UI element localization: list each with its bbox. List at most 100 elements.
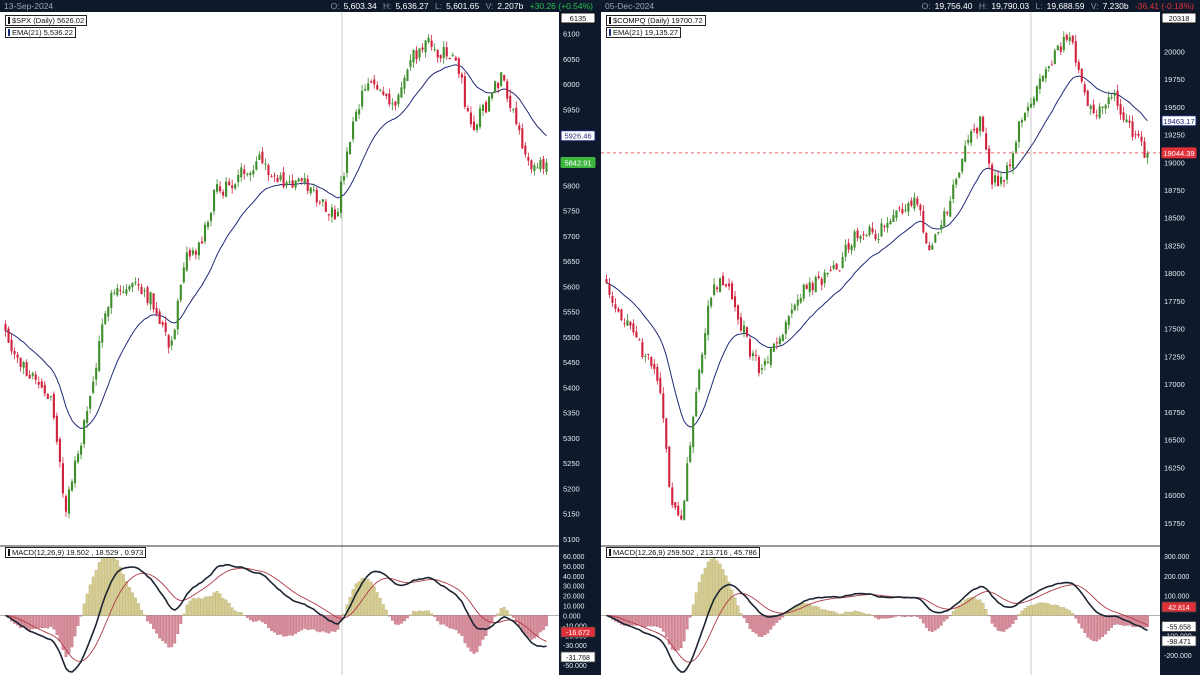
candle-body: [659, 378, 662, 393]
candle-body: [43, 384, 46, 394]
compq-chart-panel[interactable]: 05-Dec-2024 O: 19,756.40 H: 19,790.03 L: 19…: [601, 0, 1200, 675]
macd-histogram-bar: [874, 615, 877, 618]
spx-title-text: $SPX (Daily) 5626.02: [12, 16, 85, 25]
macd-histogram-bar: [397, 615, 400, 625]
candle-body: [31, 373, 34, 376]
candle-body: [739, 317, 743, 331]
macd-histogram-bar: [288, 615, 291, 636]
macd-histogram-bar: [778, 615, 782, 620]
candle-body: [191, 250, 194, 255]
candle-body: [64, 496, 68, 512]
macd-histogram-bar: [300, 615, 304, 631]
candle-body: [457, 58, 460, 75]
candle-body: [877, 238, 880, 240]
macd-histogram-bar: [454, 615, 458, 631]
macd-histogram-bar: [258, 615, 261, 621]
candle-body: [650, 357, 653, 366]
macd-histogram-bar: [125, 581, 128, 616]
macd-histogram-bar: [859, 611, 862, 616]
candle-body: [1017, 121, 1021, 142]
candle-body: [919, 204, 922, 211]
spx-price-axis[interactable]: [559, 12, 599, 675]
candle-body: [730, 283, 734, 300]
macd-histogram-bar: [511, 615, 515, 618]
candle-body: [778, 338, 781, 345]
macd-histogram-bar: [285, 615, 288, 637]
candle-body: [116, 287, 119, 296]
price-tick-label: 5250: [563, 459, 580, 468]
candle-body: [309, 187, 312, 194]
macd-histogram-bar: [224, 599, 228, 616]
candle-body: [853, 231, 856, 248]
macd-histogram-bar: [832, 611, 836, 616]
candle-body: [67, 489, 71, 514]
macd-histogram-bar: [318, 615, 322, 633]
candle-body: [463, 76, 466, 107]
macd-histogram-bar: [694, 592, 698, 616]
macd-histogram-bar: [170, 615, 174, 648]
macd-histogram-bar: [536, 615, 539, 637]
macd-histogram-bar: [152, 615, 155, 630]
candle-body: [835, 263, 838, 270]
macd-signal-line: [5, 567, 547, 662]
candle-body: [1092, 104, 1095, 114]
candle-body: [862, 234, 865, 236]
macd-histogram-bar: [1101, 615, 1105, 637]
candle-body: [623, 323, 626, 325]
macd-histogram-bar: [620, 615, 623, 625]
macd-value-tag: -31.768: [566, 655, 590, 662]
macd-histogram-bar: [533, 615, 536, 639]
candle-body: [246, 173, 249, 175]
macd-histogram-bar: [1095, 615, 1099, 642]
macd-histogram-bar: [436, 615, 440, 622]
candle-body: [1005, 165, 1009, 180]
macd-histogram-bar: [475, 615, 479, 653]
macd-histogram-bar: [94, 570, 98, 616]
macd-histogram-bar: [103, 552, 107, 616]
candle-body: [674, 502, 677, 508]
macd-histogram-bar: [176, 615, 180, 635]
candle-body: [784, 322, 787, 334]
macd-histogram-bar: [273, 615, 276, 633]
volume-label: V:: [1090, 1, 1099, 11]
volume-value: 2.207b: [497, 1, 524, 11]
macd-histogram-bar: [412, 611, 415, 616]
macd-histogram-bar: [745, 615, 749, 623]
compq-chart-svg[interactable]: 20000 19750 19500 19250 19000 18750 18500 18250…: [601, 12, 1200, 675]
candle-body: [385, 93, 388, 97]
high-value: 19,790.03: [991, 1, 1030, 11]
spx-chart-svg[interactable]: 6100605060005950590058505800575057005650…: [0, 12, 599, 675]
candle-body: [1110, 97, 1113, 99]
macd-histogram-bar: [502, 606, 506, 616]
candle-body: [158, 311, 161, 324]
plot-background: [601, 12, 1160, 675]
candle-body: [883, 225, 886, 228]
candle-body: [225, 181, 228, 197]
candle-body: [279, 175, 282, 180]
macd-histogram-bar: [387, 615, 391, 617]
macd-histogram-bar: [85, 593, 89, 616]
candle-body: [727, 283, 731, 287]
open-value: 5,603.34: [343, 1, 377, 11]
candle-body: [1128, 120, 1131, 123]
candle-body: [152, 293, 155, 310]
candle-body: [683, 500, 686, 520]
macd-histogram-bar: [539, 615, 542, 633]
spx-chart-panel[interactable]: 13-Sep-2024 O: 5,603.34 H: 5,636.27 L: 5,60…: [0, 0, 599, 675]
macd-histogram-bar: [294, 615, 298, 634]
candle-body: [698, 369, 701, 390]
candle-body: [1086, 90, 1089, 106]
macd-histogram-bar: [670, 615, 674, 650]
macd-histogram-bar: [853, 610, 856, 616]
macd-value-tag-box: [1161, 601, 1197, 613]
candle-body: [1122, 112, 1125, 120]
macd-histogram-bar: [267, 615, 270, 628]
candle-body: [228, 181, 231, 185]
candle-body: [330, 207, 333, 217]
macd-histogram-bar: [179, 615, 183, 625]
macd-histogram-bar: [739, 613, 743, 616]
macd-histogram-bar: [1041, 602, 1045, 616]
candle-body: [961, 158, 964, 172]
top-price-tag-box: [560, 12, 596, 24]
macd-histogram-bar: [1092, 615, 1096, 642]
